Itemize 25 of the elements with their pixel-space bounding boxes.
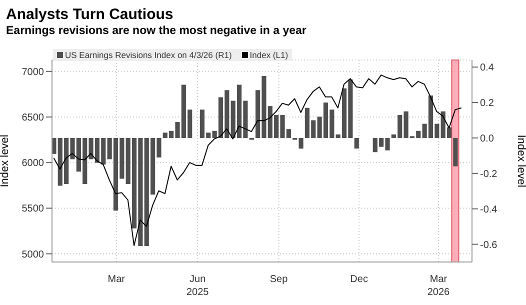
- x-tick-label: Sep: [270, 274, 288, 285]
- y2-axis-title: Index level: [515, 134, 526, 188]
- y-axis-title: Index level: [0, 134, 11, 188]
- y2-tick-label: -0.2: [480, 168, 498, 180]
- x-tick-label: Dec: [350, 274, 368, 285]
- legend-label: US Earnings Revisions Index on 4/3/26 (R1): [65, 50, 232, 60]
- chart-subtitle: Earnings revisions are now the most negative in a year: [6, 25, 306, 37]
- y-tick-label: 6000: [22, 158, 44, 170]
- x-tick-label: Mar 2026: [427, 274, 450, 298]
- y2-tick-label: 0.0: [480, 134, 494, 145]
- y2-tick-label: 0.4: [480, 62, 494, 74]
- y2-tick-label: -0.6: [480, 240, 498, 251]
- legend-label: Index (L1): [250, 50, 288, 60]
- y-tick-label: 5500: [22, 204, 44, 215]
- y-tick-label: 5000: [22, 249, 44, 260]
- line-series: [53, 74, 462, 246]
- bar: [453, 138, 458, 166]
- x-tick-label: Mar: [108, 274, 126, 285]
- chart-title: Analysts Turn Cautious: [6, 6, 174, 23]
- y2-tick-label: -0.4: [480, 204, 498, 216]
- x-tick-label: Jun 2025: [186, 274, 210, 298]
- y-tick-label: 6500: [22, 112, 44, 124]
- y2-tick-label: 0.2: [480, 98, 494, 110]
- y-tick-label: 7000: [22, 66, 44, 78]
- bar: [354, 138, 359, 149]
